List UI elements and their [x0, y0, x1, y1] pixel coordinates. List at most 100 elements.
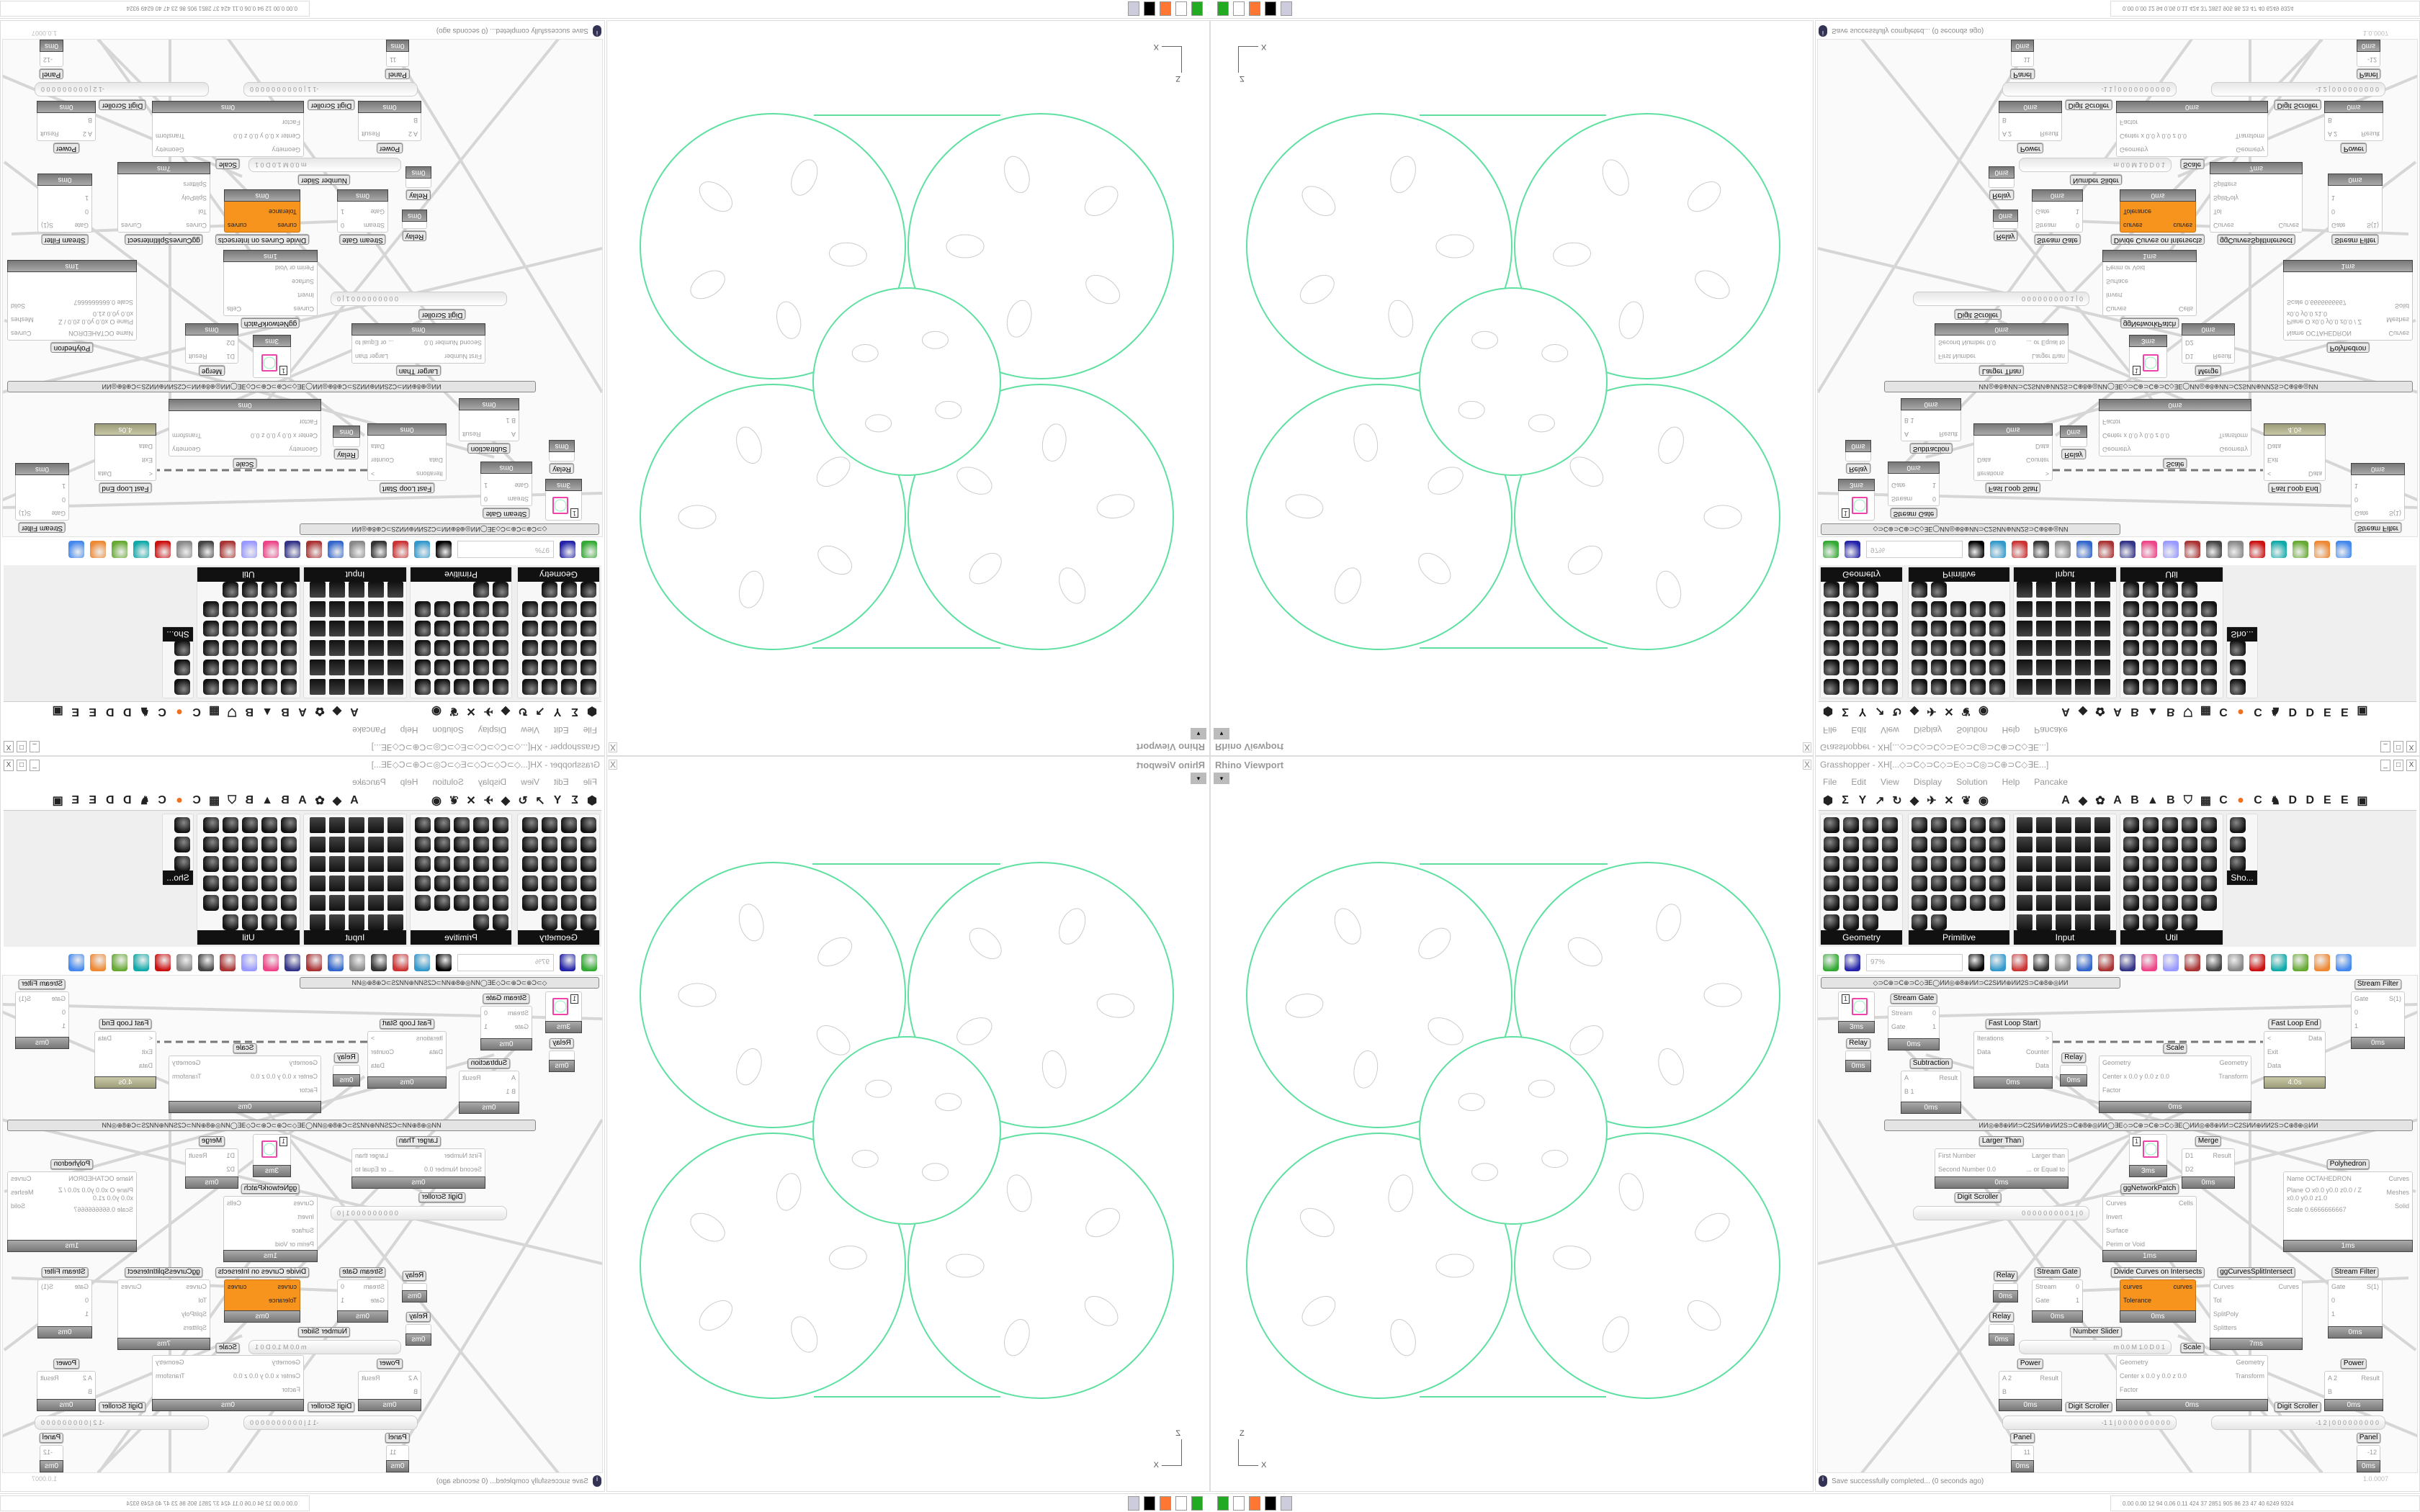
node-label[interactable]: Relay — [406, 1312, 431, 1322]
gha-icon[interactable] — [2076, 541, 2092, 558]
menu-view[interactable]: View — [521, 777, 539, 787]
input-param[interactable]: Gate — [370, 208, 385, 215]
input-param[interactable]: Tol — [2213, 1297, 2222, 1304]
output-param[interactable]: 11 — [2023, 1449, 2030, 1456]
node-label[interactable]: Relay — [1989, 1312, 2014, 1322]
node-label[interactable]: Stream Gate — [483, 994, 530, 1004]
input-param[interactable]: Plane O x0.0 y0.0 z0.0 / Z x0.0 y0.0 z1.… — [2287, 1187, 2362, 1202]
component-icon[interactable] — [1931, 914, 1947, 930]
component-icon[interactable] — [2075, 876, 2091, 891]
node-label[interactable]: Scale — [2163, 459, 2187, 469]
component-icon[interactable] — [561, 914, 577, 930]
component-icon[interactable] — [387, 914, 403, 930]
input-param[interactable]: Gate — [370, 1297, 385, 1304]
node-label[interactable]: Divide Curves on Intersects — [2110, 1267, 2205, 1277]
component-icon[interactable] — [223, 817, 238, 833]
component-icon[interactable] — [1989, 856, 2005, 872]
component-icon[interactable] — [368, 876, 384, 891]
input-param[interactable]: A 2 — [408, 1374, 418, 1382]
output-param[interactable]: Meshes — [11, 1189, 34, 1196]
component-icon[interactable] — [581, 914, 596, 930]
shape-icon[interactable] — [2271, 954, 2287, 971]
component-icon[interactable] — [368, 582, 384, 598]
component-icon[interactable] — [493, 876, 508, 891]
input-param[interactable]: Stream — [363, 1283, 385, 1290]
firefox-icon[interactable] — [1249, 1496, 1260, 1511]
menu-help[interactable]: Help — [2002, 725, 2020, 735]
panel-title[interactable]: Geometry — [518, 567, 599, 582]
input-param[interactable]: Stream — [1891, 1009, 1913, 1017]
node-label[interactable]: Stream Filter — [18, 979, 66, 989]
component-tab[interactable]: ❦ — [449, 795, 459, 807]
component-icon[interactable] — [581, 817, 596, 833]
component-icon[interactable] — [1950, 895, 1966, 911]
component-icon[interactable] — [2182, 660, 2197, 675]
bulb-icon[interactable] — [241, 541, 257, 558]
component-icon[interactable] — [2017, 914, 2033, 930]
component-node[interactable]: Curves Invert Surface Perim or Void Cells 1ms — [223, 1196, 318, 1262]
component-node[interactable]: Geometry Center x 0.0 y 0.0 z 0.0 Factor Ge… — [152, 1355, 304, 1411]
output-param[interactable]: Transform — [172, 432, 202, 439]
input-param[interactable]: Curves — [2213, 222, 2234, 229]
component-icon[interactable] — [1863, 621, 1878, 636]
component-icon[interactable] — [2230, 640, 2246, 656]
component-icon[interactable] — [1970, 895, 1986, 911]
group-bar[interactable]: ◇⊃C⊕⊃C⊕⊃C◇∃E◯ИИ◎⊕8⊕ИИ⊃C2SИИ⊕ИИ2S⊃C⊕8⊕◎ИИ — [1821, 523, 2120, 535]
input-param[interactable]: Geometry — [2102, 1059, 2131, 1066]
component-icon[interactable] — [2143, 660, 2159, 675]
output-param[interactable]: S(1) — [2366, 1283, 2379, 1290]
component-icon[interactable] — [493, 582, 508, 598]
component-tab[interactable]: C — [192, 706, 201, 718]
search-icon[interactable] — [284, 954, 300, 971]
input-param[interactable]: Second Number 0.0 — [1938, 1166, 1996, 1173]
output-param[interactable]: Transform — [172, 1073, 202, 1080]
component-tab[interactable]: ⛉ — [228, 794, 237, 806]
component-icon[interactable] — [542, 914, 557, 930]
component-icon[interactable] — [1950, 640, 1966, 656]
node-label[interactable]: Power — [2017, 1359, 2044, 1369]
component-icon[interactable] — [203, 601, 219, 617]
component-tab[interactable]: E — [2340, 794, 2349, 806]
output-param[interactable]: 1 — [341, 1297, 345, 1304]
component-node[interactable]: Gate 0 1 S(1) 0ms — [15, 991, 69, 1049]
input-param[interactable]: 0 — [2354, 1009, 2359, 1016]
component-icon[interactable] — [349, 895, 364, 911]
component-icon[interactable] — [2017, 582, 2033, 598]
component-icon[interactable] — [1989, 817, 2005, 833]
input-param[interactable]: SplitPoly — [2213, 1310, 2239, 1318]
component-icon[interactable] — [2123, 679, 2139, 695]
output-param[interactable]: Curves — [11, 1175, 32, 1182]
gha-icon[interactable] — [328, 541, 344, 558]
output-param[interactable]: Geometry — [2219, 1059, 2248, 1066]
output-param[interactable]: Result — [40, 1374, 59, 1382]
input-param[interactable]: D2 — [226, 339, 235, 346]
slider-label[interactable]: Number Slider — [298, 175, 350, 185]
input-param[interactable]: Center x 0.0 y 0.0 z 0.0 — [2102, 1073, 2170, 1080]
panel-title[interactable]: Util — [197, 930, 300, 945]
component-tab[interactable]: B — [245, 794, 254, 806]
input-param[interactable]: 1 — [2331, 194, 2336, 202]
output-param[interactable]: 1 — [484, 482, 488, 489]
component-tab[interactable]: ✿ — [2095, 705, 2105, 717]
panel-title[interactable]: Util — [2120, 930, 2223, 945]
component-icon[interactable] — [2036, 876, 2052, 891]
component-icon[interactable] — [1912, 640, 1927, 656]
input-param[interactable]: Iterations — [416, 1035, 443, 1042]
input-param[interactable]: B 1 — [506, 417, 516, 424]
component-tab[interactable]: ⬢ — [587, 705, 597, 717]
component-node[interactable]: A 2 B Result 0ms — [358, 1371, 421, 1411]
input-param[interactable]: Tolerance — [268, 208, 297, 215]
component-icon[interactable] — [203, 621, 219, 636]
output-param[interactable]: Geometry — [156, 1359, 184, 1366]
component-icon[interactable] — [1863, 679, 1878, 695]
component-icon[interactable] — [387, 895, 403, 911]
component-icon[interactable] — [434, 640, 450, 656]
slider-label[interactable]: Digit Scroller — [308, 100, 355, 110]
component-tab[interactable]: ▣ — [52, 795, 63, 807]
bake-icon[interactable] — [371, 954, 387, 971]
component-icon[interactable] — [1863, 837, 1878, 852]
save-icon[interactable] — [1845, 954, 1860, 971]
component-tab[interactable]: E — [71, 794, 80, 806]
component-icon[interactable] — [581, 640, 596, 656]
node-label[interactable]: Divide Curves on Intersects — [2110, 235, 2205, 245]
